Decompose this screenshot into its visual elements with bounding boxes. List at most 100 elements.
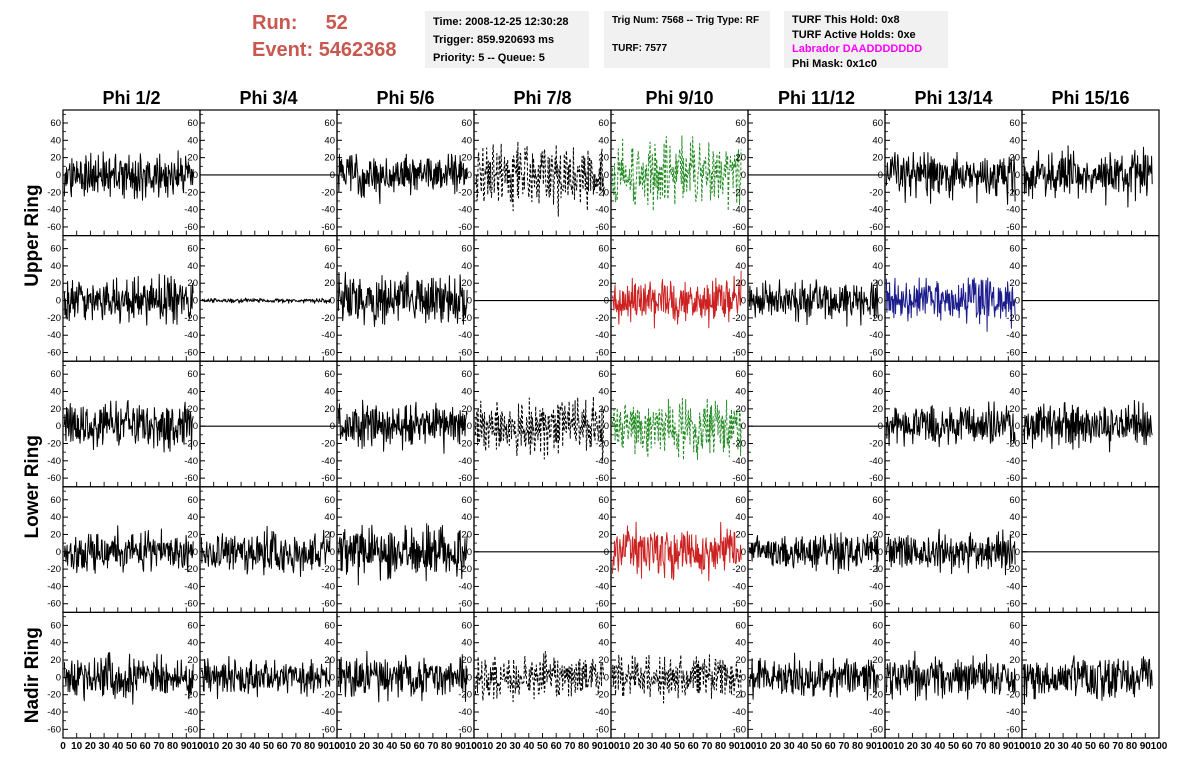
ytick-label: -60	[1006, 473, 1020, 484]
xtick-label: 80	[852, 741, 864, 752]
panel-r4-c4: -60 -40 -20 0 20 40 60	[458, 486, 612, 613]
panel-r4-c3: -60 -40 -20 0 20 40 60	[321, 486, 475, 613]
event-label: Event:	[252, 39, 314, 61]
xtick-label: 40	[386, 741, 398, 752]
ytick-label: 60	[50, 620, 61, 631]
panel-r2-c5: -60 -40 -20 0 20 40 60	[595, 235, 749, 362]
panel-r2-c3: -60 -40 -20 0 20 40 60	[321, 235, 475, 362]
panel-r5-c7: -60 -40 -20 0 20 40 60	[869, 611, 1023, 739]
panel-r3-c5: -60 -40 -20 0 20 40 60	[595, 360, 749, 488]
ytick-label: -40	[321, 205, 335, 216]
run-label: Run:	[252, 12, 298, 34]
ytick-label: 20	[735, 153, 746, 164]
ytick-label: -40	[1006, 581, 1020, 592]
ytick-label: 0	[604, 170, 609, 181]
ytick-label: 0	[1015, 547, 1020, 558]
ytick-label: 40	[187, 512, 198, 523]
ytick-label: -60	[47, 348, 61, 359]
ytick-label: 60	[735, 495, 746, 506]
ytick-label: -40	[595, 707, 609, 718]
panel-r1-c4: -60 -40 -20 0 20 40 60	[458, 109, 612, 237]
ytick-label: -40	[1006, 205, 1020, 216]
ytick-label: -20	[595, 690, 609, 701]
panel-frame	[473, 360, 612, 488]
ytick-label: 40	[461, 261, 472, 272]
ytick-label: -20	[595, 438, 609, 449]
xtick-label: 0	[197, 741, 203, 752]
panel-frame	[747, 360, 886, 488]
ytick-label: 60	[50, 369, 61, 380]
ytick-label: -20	[458, 690, 472, 701]
xtick-label: 20	[85, 741, 97, 752]
xtick-label: 100	[192, 741, 209, 752]
ytick-label: 20	[1009, 278, 1020, 289]
ytick-label: 20	[187, 404, 198, 415]
ytick-label: 0	[193, 421, 198, 432]
ytick-label: 60	[324, 369, 335, 380]
column-header-4: Phi 7/8	[513, 88, 571, 108]
run-event-header: Run: 52 Event: 5462368	[252, 10, 397, 64]
xtick-label: 50	[400, 741, 412, 752]
ytick-label: 0	[193, 547, 198, 558]
xtick-label: 70	[838, 741, 850, 752]
ytick-label: 40	[324, 261, 335, 272]
trace-waveform	[200, 655, 331, 700]
ytick-label: 20	[187, 655, 198, 666]
row-label-1: Upper Ring	[22, 184, 43, 286]
ytick-label: 40	[187, 135, 198, 146]
ytick-label: 20	[324, 655, 335, 666]
ytick-label: 60	[324, 495, 335, 506]
ytick-label: -40	[184, 581, 198, 592]
ytick-label: -60	[732, 348, 746, 359]
trace-waveform	[63, 525, 194, 574]
xtick-label: 20	[1044, 741, 1056, 752]
xtick-label: 80	[578, 741, 590, 752]
ytick-label: -20	[47, 438, 61, 449]
ytick-label: 0	[56, 170, 61, 181]
ytick-label: -40	[184, 205, 198, 216]
ytick-label: 20	[872, 529, 883, 540]
ytick-label: -20	[458, 313, 472, 324]
ytick-label: -60	[869, 348, 883, 359]
ytick-label: 40	[872, 135, 883, 146]
panel-r1-c3: -60 -40 -20 0 20 40 60	[321, 109, 475, 237]
ytick-label: -20	[869, 313, 883, 324]
panel-r1-c6: -60 -40 -20 0 20 40 60	[732, 109, 886, 237]
ytick-label: 0	[1015, 672, 1020, 683]
xtick-label: 80	[989, 741, 1001, 752]
ytick-label: -20	[47, 690, 61, 701]
column-header-8: Phi 15/16	[1051, 88, 1129, 108]
xtick-label: 20	[633, 741, 645, 752]
ytick-label: -60	[732, 599, 746, 610]
ytick-label: 0	[330, 672, 335, 683]
ytick-label: 40	[461, 638, 472, 649]
xtick-label: 90	[318, 741, 330, 752]
panel-frame	[610, 611, 749, 739]
column-header-5: Phi 9/10	[645, 88, 713, 108]
column-header-6: Phi 11/12	[778, 88, 855, 108]
panel-frame	[199, 109, 338, 237]
ytick-label: 20	[1009, 404, 1020, 415]
trace-waveform	[885, 151, 1016, 205]
ytick-label: 0	[741, 547, 746, 558]
ytick-label: -40	[321, 581, 335, 592]
ytick-label: -60	[47, 599, 61, 610]
panel-frame	[473, 235, 612, 362]
xtick-label: 0	[745, 741, 751, 752]
xtick-label: 30	[921, 741, 933, 752]
ytick-label: -60	[869, 473, 883, 484]
ytick-label: 20	[461, 529, 472, 540]
trace-waveform	[200, 525, 331, 577]
ytick-label: 60	[461, 118, 472, 129]
ytick-label: 40	[872, 512, 883, 523]
ytick-label: 40	[598, 387, 609, 398]
ytick-label: 60	[872, 244, 883, 255]
ytick-label: 0	[604, 421, 609, 432]
ytick-label: 60	[324, 118, 335, 129]
ytick-label: -20	[458, 564, 472, 575]
ytick-label: 60	[735, 620, 746, 631]
xtick-label: 50	[948, 741, 960, 752]
trace-waveform	[63, 150, 194, 201]
labrador-line: Labrador DAADDDDDDD	[792, 43, 923, 55]
xtick-label: 10	[208, 741, 220, 752]
